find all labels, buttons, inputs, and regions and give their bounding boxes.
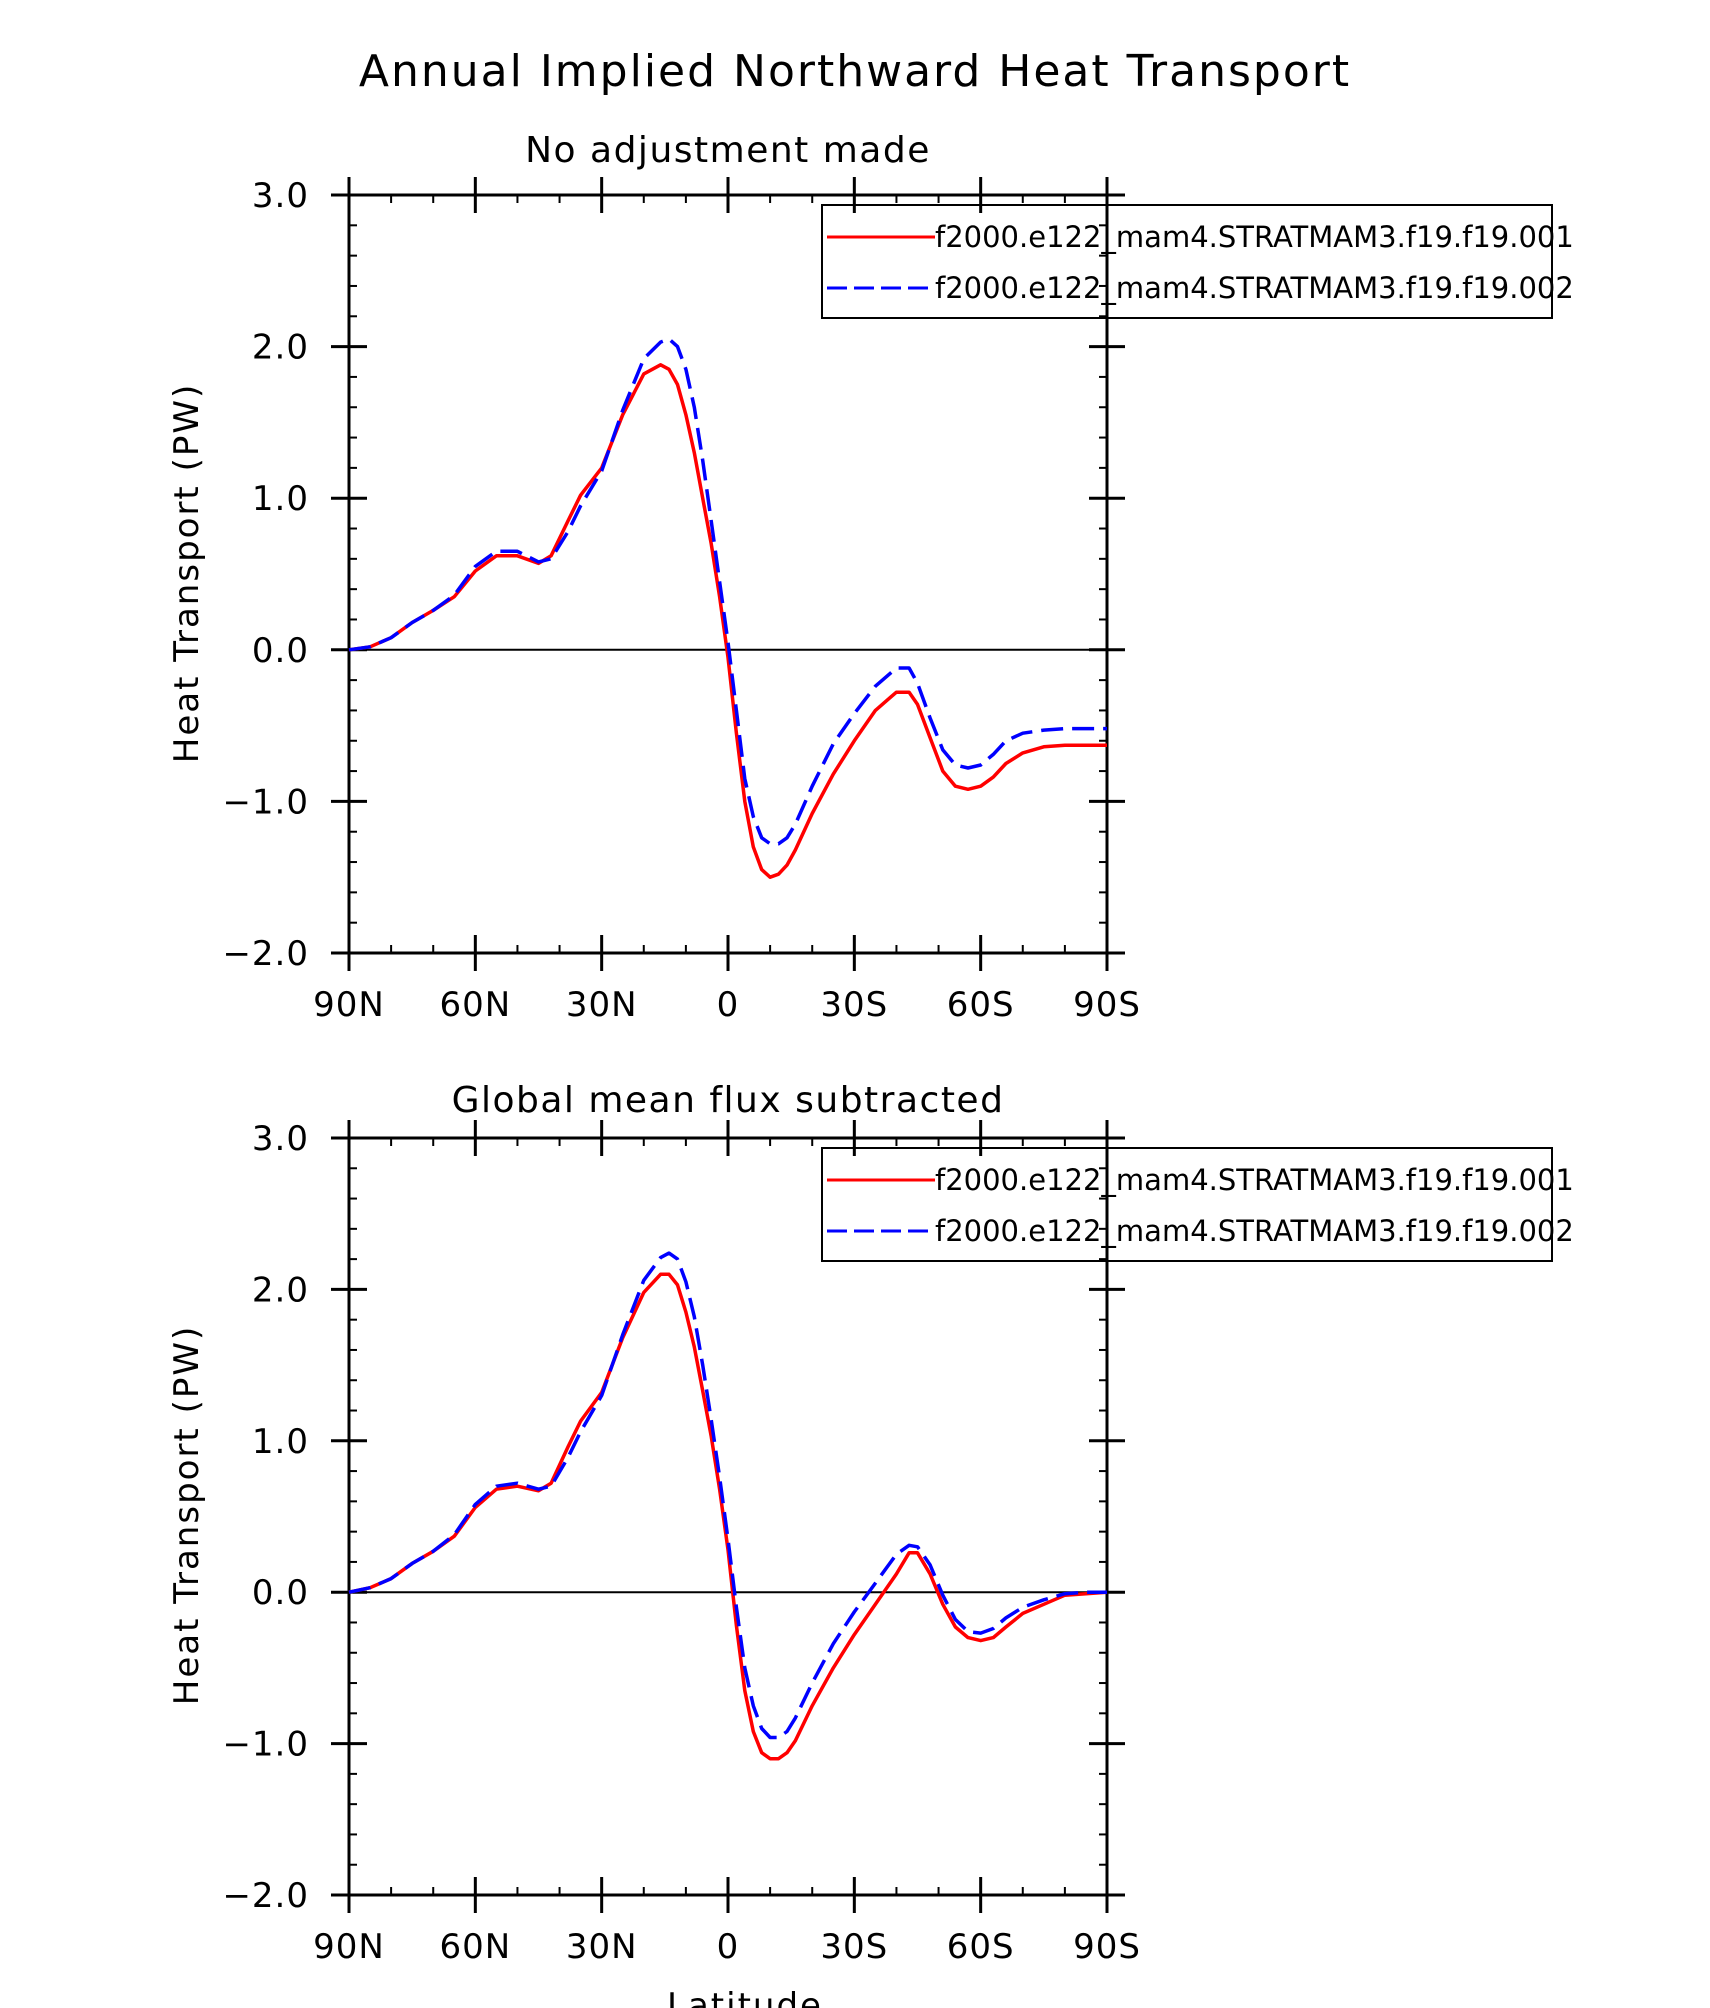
y-tick-label: 0.0 <box>252 631 309 671</box>
panel-top: No adjustment made Heat Transport (PW) 3… <box>167 130 1574 1025</box>
x-axis-label: Latitude <box>667 1986 823 2008</box>
legend-label-2: f2000.e122_mam4.STRATMAM3.f19.f19.002 <box>935 271 1574 305</box>
y-axis-label: Heat Transport (PW) <box>167 383 207 763</box>
y-tick-label: −1.0 <box>222 782 309 822</box>
panel-bottom: Global mean flux subtracted Heat Transpo… <box>167 1080 1574 2008</box>
x-tick-label: 30N <box>566 985 638 1025</box>
legend: f2000.e122_mam4.STRATMAM3.f19.f19.001 f20… <box>821 204 1574 319</box>
series-line-2 <box>348 1251 1107 1740</box>
legend-box <box>821 204 1553 319</box>
x-tick-label: 30N <box>566 1927 638 1967</box>
x-tick-label: 90S <box>1073 985 1141 1025</box>
y-tick-label: −1.0 <box>222 1725 309 1765</box>
x-tick-label: 90N <box>313 1927 385 1967</box>
legend-box <box>821 1147 1553 1262</box>
legend-label-2: f2000.e122_mam4.STRATMAM3.f19.f19.002 <box>935 1214 1574 1248</box>
y-tick-label: 0.0 <box>252 1573 309 1613</box>
y-tick-label: 3.0 <box>252 176 309 216</box>
x-tick-label: 0 <box>717 1927 740 1967</box>
panel-title: Global mean flux subtracted <box>452 1080 1005 1121</box>
y-axis-label: Heat Transport (PW) <box>167 1325 207 1705</box>
x-tick-label: 60N <box>439 1927 511 1967</box>
y-tick-label: −2.0 <box>222 1876 309 1916</box>
series-line-2 <box>348 337 1107 846</box>
y-tick-label: 2.0 <box>252 328 309 368</box>
plot-frame <box>347 1136 1109 1897</box>
y-tick-label: −2.0 <box>222 934 309 974</box>
legend: f2000.e122_mam4.STRATMAM3.f19.f19.001 f20… <box>821 1147 1574 1262</box>
y-tick-label: 1.0 <box>252 1422 309 1462</box>
x-tick-label: 60S <box>947 1927 1015 1967</box>
x-tick-label: 30S <box>820 1927 888 1967</box>
plot-frame <box>347 193 1109 955</box>
x-tick-label: 90N <box>313 985 385 1025</box>
series-line-1 <box>348 1272 1108 1761</box>
y-tick-label: 3.0 <box>252 1119 309 1159</box>
x-tick-label: 60N <box>439 985 511 1025</box>
x-tick-label: 60S <box>947 985 1015 1025</box>
x-tick-label: 0 <box>717 985 740 1025</box>
y-tick-label: 2.0 <box>252 1270 309 1310</box>
panel-title: No adjustment made <box>525 130 931 171</box>
legend-label-1: f2000.e122_mam4.STRATMAM3.f19.f19.001 <box>935 1163 1574 1197</box>
y-tick-label: 1.0 <box>252 479 309 519</box>
series-line-1 <box>348 363 1107 879</box>
x-tick-label: 90S <box>1073 1927 1141 1967</box>
x-tick-label: 30S <box>820 985 888 1025</box>
main-title: Annual Implied Northward Heat Transport <box>359 46 1351 97</box>
legend-label-1: f2000.e122_mam4.STRATMAM3.f19.f19.001 <box>935 220 1574 254</box>
